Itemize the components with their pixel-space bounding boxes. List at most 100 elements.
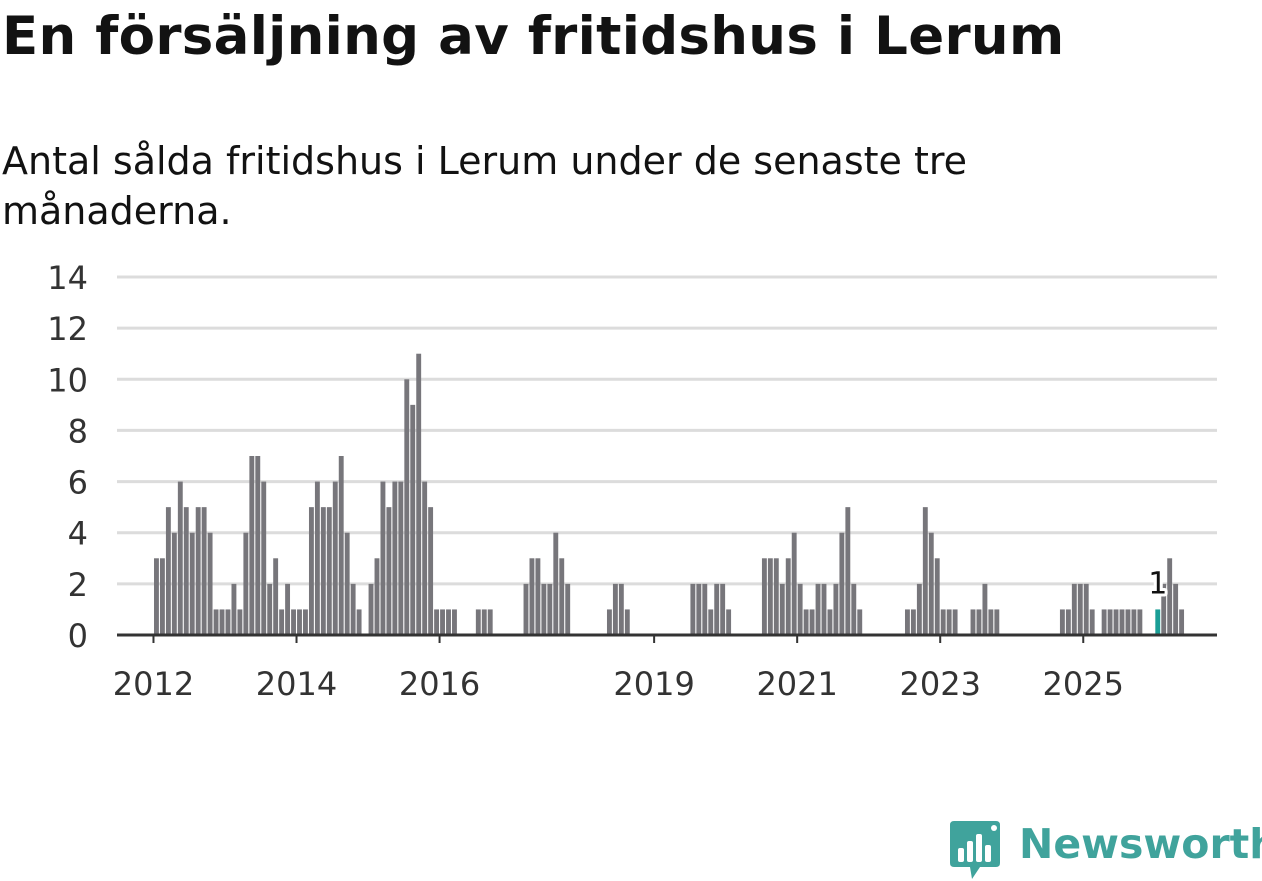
bar-2018-06 <box>612 583 618 635</box>
bar-2021-11 <box>857 609 863 635</box>
bar-2017-09 <box>559 558 565 635</box>
y-tick-label-2: 2 <box>68 566 88 604</box>
bar-2013-09 <box>273 558 279 635</box>
bar-2026-01 <box>1155 609 1161 635</box>
bar-2012-03 <box>165 507 171 635</box>
bar-2020-01 <box>726 609 732 635</box>
x-tick-label-2023: 2023 <box>899 665 980 703</box>
y-tick-label-4: 4 <box>68 515 88 553</box>
x-tick-label-2025: 2025 <box>1043 665 1124 703</box>
grid-lines <box>117 275 1217 586</box>
bar-2012-05 <box>177 481 183 635</box>
bar-2017-03 <box>523 583 529 635</box>
bar-2012-08 <box>195 507 201 635</box>
newsworthy-logo[interactable]: Newsworthy <box>950 819 1262 879</box>
bar-2024-12 <box>1077 583 1083 635</box>
bar-2024-11 <box>1071 583 1077 635</box>
bar-2023-07 <box>976 609 982 635</box>
bar-2020-07 <box>761 558 767 635</box>
bar-2013-10 <box>279 609 285 635</box>
bar-2015-09 <box>416 353 422 635</box>
bar-2021-10 <box>851 583 857 635</box>
bar-2022-09 <box>916 583 922 635</box>
bar-2016-07 <box>475 609 481 635</box>
bar-2017-04 <box>529 558 535 635</box>
bar-2012-11 <box>213 609 219 635</box>
bar-2013-12 <box>291 609 296 635</box>
x-axis: 2012 2014 2016 2019 2021 2023 2025 <box>113 633 1217 703</box>
bar-2022-08 <box>910 609 916 635</box>
bar-2019-12 <box>720 583 726 635</box>
bar-2022-12 <box>934 558 940 635</box>
bar-2023-08 <box>982 583 988 635</box>
bar-2013-08 <box>267 583 273 635</box>
bar-2014-05 <box>320 507 326 635</box>
bar-2012-01 <box>154 558 159 635</box>
bar-2014-06 <box>326 507 332 635</box>
y-tick-label-8: 8 <box>68 412 88 450</box>
bar-2012-06 <box>183 507 189 635</box>
bar-2013-05 <box>249 456 255 635</box>
bar-2026-02 <box>1161 583 1167 635</box>
bar-2016-01 <box>440 609 445 635</box>
bar-2015-11 <box>428 507 434 635</box>
bar-2021-04 <box>815 583 821 635</box>
bar-2014-11 <box>356 609 362 635</box>
highlight-value-label: 1 <box>1148 566 1167 601</box>
bar-2025-10 <box>1137 609 1143 635</box>
x-tick-label-2019: 2019 <box>613 665 694 703</box>
bar-2015-05 <box>392 481 398 635</box>
bar-2013-04 <box>243 532 249 635</box>
bar-2014-01 <box>297 609 302 635</box>
bar-2017-10 <box>565 583 571 635</box>
bar-2012-10 <box>207 532 213 635</box>
bar-2025-04 <box>1101 609 1107 635</box>
chart-subtitle: Antal sålda fritidshus i Lerum under de … <box>2 139 968 233</box>
bar-2012-07 <box>189 532 195 635</box>
bar-2021-05 <box>821 583 827 635</box>
bar-2013-03 <box>237 609 243 635</box>
bar-2017-05 <box>535 558 541 635</box>
y-tick-label-0: 0 <box>68 617 88 655</box>
bar-2024-09 <box>1059 609 1065 635</box>
x-tick-label-2014: 2014 <box>256 665 337 703</box>
bar-2015-10 <box>422 481 428 635</box>
bar-2013-06 <box>255 456 261 635</box>
x-tick-label-2021: 2021 <box>756 665 837 703</box>
bar-2014-04 <box>314 481 320 635</box>
bar-2016-02 <box>446 609 451 635</box>
y-tick-label-6: 6 <box>68 464 88 502</box>
bar-2022-11 <box>928 532 934 635</box>
chart-title: En försäljning av fritidshus i Lerum <box>2 6 1065 67</box>
bar-2020-09 <box>773 558 779 635</box>
bar-2014-07 <box>332 481 338 635</box>
bar-2019-09 <box>702 583 708 635</box>
bar-2013-02 <box>231 583 237 635</box>
bar-2020-12 <box>791 532 797 635</box>
bar-2020-10 <box>779 583 785 635</box>
bar-2015-01 <box>368 583 374 635</box>
annotations: 1 <box>1145 563 1170 604</box>
bar-2019-08 <box>696 583 702 635</box>
bar-2019-10 <box>708 609 714 635</box>
bar-2023-01 <box>940 609 946 635</box>
bar-2023-09 <box>988 609 994 635</box>
bar-2021-03 <box>809 609 815 635</box>
bar-2018-05 <box>606 609 612 635</box>
bar-2021-02 <box>803 609 809 635</box>
bar-2012-09 <box>201 507 207 635</box>
bar-2016-08 <box>481 609 487 635</box>
bar-2025-06 <box>1113 609 1119 635</box>
bar-2012-12 <box>219 609 225 635</box>
bar-2023-02 <box>946 609 952 635</box>
bar-2021-06 <box>827 609 833 635</box>
bar-2014-02 <box>303 609 308 635</box>
bar-2012-02 <box>159 558 165 635</box>
y-tick-label-12: 12 <box>47 310 88 348</box>
bar-2023-06 <box>970 609 976 635</box>
bar-2018-07 <box>618 583 624 635</box>
bar-2021-08 <box>839 532 845 635</box>
bar-2017-07 <box>547 583 553 635</box>
bar-2019-11 <box>714 583 720 635</box>
